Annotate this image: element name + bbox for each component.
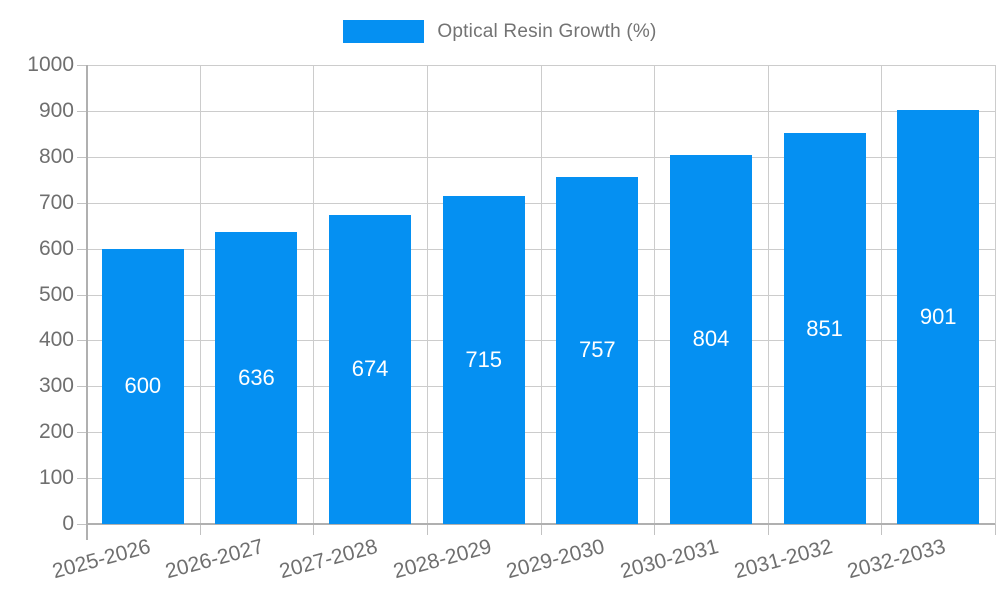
x-gridline: [199, 65, 201, 524]
y-axis-tick-label: 600: [38, 236, 74, 260]
y-tick: [77, 156, 86, 158]
legend-label[interactable]: Optical Resin Growth (%): [437, 20, 657, 42]
bar[interactable]: [442, 195, 525, 524]
y-tick: [77, 432, 86, 434]
y-axis-tick-label: 1000: [27, 53, 74, 76]
x-tick: [426, 524, 428, 535]
y-axis-tick-label: 400: [38, 328, 74, 352]
legend: Optical Resin Growth (%): [0, 20, 1000, 43]
x-tick: [540, 524, 542, 535]
y-axis-tick-label: 100: [38, 466, 74, 490]
x-tick: [881, 524, 883, 535]
bar-value-label: 757: [578, 337, 616, 363]
x-tick: [995, 524, 996, 535]
y-tick: [77, 248, 86, 250]
legend-swatch[interactable]: [343, 20, 425, 43]
x-gridline: [313, 65, 315, 524]
y-axis-tick-label: 200: [38, 420, 74, 444]
bar-value-label: 804: [692, 326, 730, 352]
x-gridline: [654, 65, 656, 524]
bar-value-label: 901: [919, 304, 957, 330]
x-tick: [767, 524, 769, 535]
y-tick: [77, 294, 86, 296]
bar-value-label: 674: [351, 356, 389, 382]
y-tick: [77, 478, 86, 480]
bar[interactable]: [329, 214, 412, 524]
x-gridline: [540, 65, 542, 524]
x-gridline: [881, 65, 883, 524]
bar[interactable]: [783, 133, 866, 524]
bar[interactable]: [101, 248, 184, 524]
x-axis-line: [86, 523, 995, 525]
y-axis-tick-label: 300: [38, 374, 74, 398]
y-axis-tick-label: 700: [38, 190, 74, 214]
y-axis-tick-label: 900: [38, 98, 74, 122]
y-tick: [77, 524, 86, 525]
x-tick: [199, 524, 201, 535]
x-tick: [313, 524, 315, 535]
y-tick: [77, 202, 86, 204]
x-tick: [654, 524, 656, 535]
y-axis-tick-label: 500: [38, 282, 74, 306]
bar[interactable]: [556, 176, 639, 524]
y-axis-tick-label: 800: [38, 144, 74, 168]
y-tick: [77, 110, 86, 112]
bar-value-label: 851: [806, 315, 843, 341]
x-gridline: [767, 65, 769, 524]
y-tick: [77, 340, 86, 342]
bar[interactable]: [215, 232, 298, 524]
bar-value-label: 636: [238, 365, 275, 391]
y-tick: [77, 65, 86, 66]
bar-value-label: 600: [124, 373, 162, 399]
bar[interactable]: [897, 110, 980, 524]
x-gridline: [426, 65, 428, 524]
y-axis-line: [86, 65, 88, 540]
x-gridline: [995, 65, 996, 524]
y-tick: [77, 386, 86, 388]
bar[interactable]: [669, 154, 752, 524]
y-axis-tick-label: 0: [62, 512, 74, 535]
bar-value-label: 715: [465, 346, 503, 372]
